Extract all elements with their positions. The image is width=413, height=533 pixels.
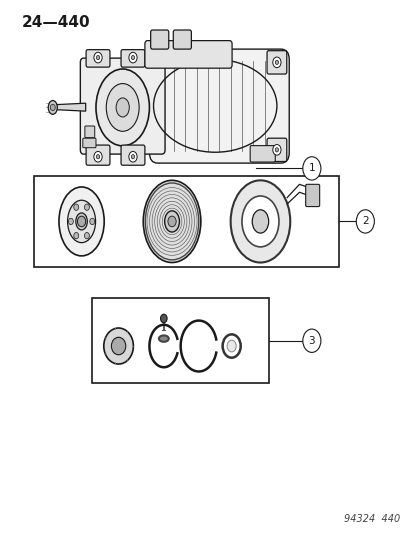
Ellipse shape: [96, 69, 149, 146]
Circle shape: [160, 314, 167, 322]
Ellipse shape: [143, 180, 200, 263]
Ellipse shape: [111, 337, 126, 355]
Circle shape: [74, 232, 78, 239]
Ellipse shape: [116, 98, 129, 117]
Circle shape: [275, 60, 278, 64]
Circle shape: [302, 329, 320, 352]
Text: 3: 3: [308, 336, 314, 346]
FancyBboxPatch shape: [150, 30, 169, 49]
Ellipse shape: [106, 84, 139, 131]
Circle shape: [50, 104, 55, 111]
Ellipse shape: [230, 180, 290, 263]
Circle shape: [74, 204, 78, 211]
Circle shape: [272, 57, 280, 68]
Circle shape: [275, 148, 278, 152]
FancyBboxPatch shape: [305, 184, 319, 207]
Ellipse shape: [67, 200, 95, 243]
Circle shape: [96, 55, 100, 60]
FancyBboxPatch shape: [121, 50, 145, 67]
FancyBboxPatch shape: [266, 51, 286, 74]
FancyBboxPatch shape: [83, 138, 96, 148]
Text: 1: 1: [308, 164, 314, 173]
Circle shape: [128, 151, 137, 162]
Circle shape: [77, 216, 85, 227]
FancyBboxPatch shape: [149, 49, 289, 163]
Ellipse shape: [159, 335, 169, 342]
FancyBboxPatch shape: [173, 30, 191, 49]
Circle shape: [84, 204, 89, 211]
Circle shape: [94, 52, 102, 63]
FancyBboxPatch shape: [266, 138, 286, 161]
Text: 94324  440: 94324 440: [343, 514, 399, 523]
Bar: [92, 298, 268, 383]
Ellipse shape: [104, 328, 133, 364]
Circle shape: [302, 157, 320, 180]
FancyBboxPatch shape: [249, 146, 275, 162]
Circle shape: [168, 216, 176, 227]
Ellipse shape: [59, 187, 104, 256]
Circle shape: [94, 151, 102, 162]
FancyBboxPatch shape: [85, 126, 95, 138]
FancyBboxPatch shape: [145, 41, 232, 68]
FancyBboxPatch shape: [86, 145, 110, 165]
Polygon shape: [53, 103, 85, 111]
Ellipse shape: [241, 196, 278, 247]
FancyBboxPatch shape: [121, 145, 145, 165]
Ellipse shape: [164, 211, 179, 232]
Circle shape: [84, 232, 89, 239]
Ellipse shape: [227, 340, 236, 352]
Bar: [34, 176, 338, 266]
FancyBboxPatch shape: [86, 50, 110, 67]
Ellipse shape: [252, 210, 268, 233]
Circle shape: [128, 52, 137, 63]
Text: 24—440: 24—440: [22, 14, 90, 30]
Text: 2: 2: [361, 216, 368, 227]
Ellipse shape: [48, 101, 57, 114]
Circle shape: [131, 155, 134, 159]
Circle shape: [96, 155, 100, 159]
Circle shape: [272, 144, 280, 155]
Circle shape: [131, 55, 134, 60]
FancyBboxPatch shape: [80, 58, 165, 154]
Circle shape: [90, 218, 95, 224]
Circle shape: [68, 218, 73, 224]
Ellipse shape: [222, 334, 240, 358]
Circle shape: [356, 210, 373, 233]
Ellipse shape: [76, 213, 87, 230]
